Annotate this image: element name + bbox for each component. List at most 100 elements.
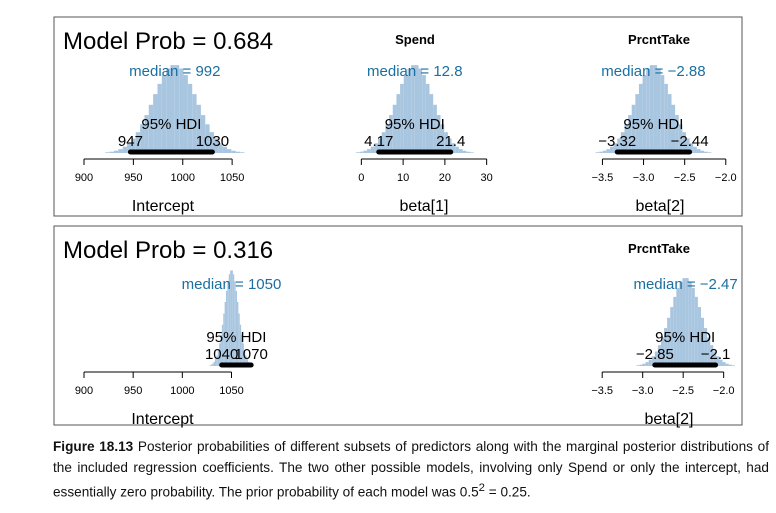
hist-bar	[187, 83, 193, 153]
hist-bar	[707, 152, 712, 153]
x-tick-label: 1000	[170, 385, 194, 397]
hist-bar	[228, 274, 231, 366]
hist-bar	[231, 150, 236, 153]
hist-bar	[667, 317, 671, 366]
hist-bar	[200, 115, 206, 153]
hist-bar	[411, 65, 415, 153]
hist-bar	[239, 324, 242, 366]
hdi-low-value: 1040	[205, 346, 238, 363]
hist-bar	[713, 351, 717, 366]
subplot-beta-2-: PrcntTake 95% HDI−2.85 −2.1 median = −2.47 −…	[591, 241, 737, 428]
hist-bar	[664, 328, 668, 366]
hist-bar	[710, 345, 714, 366]
hist-bar	[422, 75, 426, 153]
hist-bar	[466, 151, 470, 153]
hist-bar	[657, 345, 661, 366]
subplot-title: PrcntTake	[628, 32, 690, 47]
hist-bar	[135, 132, 141, 153]
hist-bar	[374, 143, 379, 153]
hist-bar	[219, 343, 221, 366]
hist-bar	[613, 143, 618, 153]
subplot-title: Spend	[395, 32, 435, 47]
hist-bar	[645, 362, 649, 366]
hist-bar	[140, 124, 145, 153]
hist-bar	[676, 288, 680, 366]
hist-bar	[728, 364, 732, 366]
hist-bar	[610, 146, 614, 153]
hist-bar	[670, 307, 674, 366]
x-tick-label: −2.0	[715, 172, 737, 184]
hist-bar	[704, 328, 708, 366]
x-tick-label: 20	[439, 172, 451, 184]
figure-label: Figure 18.13	[53, 439, 134, 454]
hist-bar	[226, 149, 232, 153]
hist-bar	[392, 104, 397, 153]
hist-bar	[223, 313, 225, 366]
hist-bar	[400, 83, 404, 153]
hist-bar	[144, 115, 149, 153]
x-tick-label: −3.5	[591, 385, 613, 397]
hist-bar	[222, 146, 227, 153]
hist-bar	[166, 68, 171, 153]
x-tick-label: 1050	[219, 385, 243, 397]
subplot-beta-2-: PrcntTake 95% HDI−3.32 −2.44 median = −2.88…	[592, 32, 737, 215]
hist-bar	[691, 288, 695, 366]
hist-bar	[234, 281, 236, 366]
x-tick-label: 1000	[171, 172, 195, 184]
hist-bar	[131, 138, 136, 153]
hist-bar	[385, 124, 390, 153]
hist-bar	[242, 343, 244, 366]
hist-bar	[719, 359, 723, 366]
hdi-low-value: 4.17	[364, 133, 393, 150]
hist-bar	[651, 356, 655, 366]
hist-bar	[235, 290, 238, 366]
hist-bar	[685, 138, 690, 153]
x-axis-label: beta[2]	[645, 411, 694, 428]
hist-bar	[469, 152, 474, 153]
x-tick-label: 950	[124, 172, 142, 184]
hist-bar	[243, 350, 246, 366]
hist-bar	[451, 143, 456, 153]
hist-bar	[648, 359, 652, 366]
x-tick-label: 900	[75, 385, 93, 397]
hist-bar	[642, 363, 646, 366]
hist-bar	[617, 138, 621, 153]
hist-bar	[599, 151, 603, 153]
hist-bar	[356, 152, 360, 153]
hist-bar	[212, 363, 214, 366]
hdi-label: 95% HDI	[206, 329, 266, 346]
hist-bar	[105, 152, 110, 153]
hist-bar	[389, 115, 393, 153]
x-tick-label: 900	[75, 172, 93, 184]
hist-bar	[183, 75, 188, 153]
hist-bar	[235, 151, 241, 153]
hist-bar	[697, 307, 701, 366]
hist-bar	[418, 68, 423, 153]
hist-bar	[638, 83, 643, 153]
hdi-high-value: −2.44	[671, 133, 709, 150]
hist-bar	[636, 365, 640, 366]
hist-bar	[694, 296, 698, 366]
hist-bar	[210, 364, 213, 366]
median-label: median = −2.88	[601, 63, 705, 80]
hist-bar	[227, 281, 229, 366]
hist-bar	[716, 356, 720, 366]
hist-bar	[148, 104, 154, 153]
hist-bar	[653, 65, 658, 153]
hist-bar	[174, 65, 180, 153]
hist-bar	[407, 68, 412, 153]
hist-bar	[682, 278, 686, 366]
hdi-label: 95% HDI	[623, 116, 683, 133]
hist-bar	[378, 138, 382, 153]
median-label: median = −2.47	[633, 276, 737, 293]
hist-bar	[671, 104, 676, 153]
hdi-low-value: −2.85	[636, 346, 674, 363]
x-tick-label: −3.5	[592, 172, 614, 184]
hist-bar	[196, 104, 201, 153]
hist-bar	[631, 104, 636, 153]
hist-bar	[642, 75, 647, 153]
hist-bar	[214, 359, 217, 366]
hdi-high-value: −2.1	[701, 346, 731, 363]
